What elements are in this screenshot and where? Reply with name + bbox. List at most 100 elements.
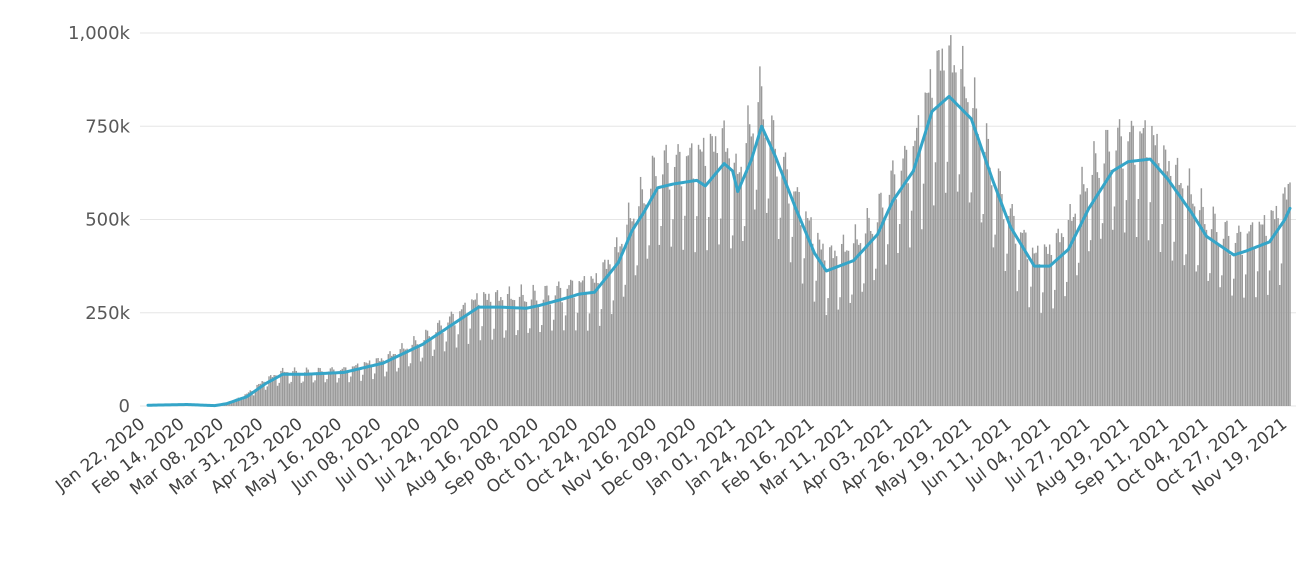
daily-bar [989,167,991,406]
daily-bar [455,347,458,406]
daily-bar [740,166,742,406]
daily-bar [558,281,560,406]
daily-bar [1244,274,1247,406]
daily-bar [975,108,978,407]
daily-bar [1265,235,1267,406]
daily-bar [1279,285,1281,406]
daily-bar [842,234,845,406]
daily-bar [776,176,778,406]
daily-bar [617,252,620,406]
daily-bar [861,291,863,406]
daily-bar [641,189,644,406]
y-tick-label: 0 [119,396,130,417]
daily-bar [745,143,747,406]
daily-bar [1226,220,1228,406]
daily-bar [893,174,896,406]
daily-bar [885,264,887,406]
daily-bar [718,244,720,406]
daily-bar [372,379,374,406]
daily-bar [1125,200,1128,406]
daily-bar [1255,297,1257,406]
daily-bar [950,35,952,406]
daily-bar [612,300,615,406]
daily-bar [728,158,730,406]
daily-bar [823,260,826,406]
daily-bar [1197,265,1199,406]
daily-bar [334,373,337,406]
daily-bar [1284,187,1286,406]
daily-bar [1096,172,1099,406]
daily-bar [1161,224,1163,406]
daily-bar [1117,127,1119,406]
daily-bar [1093,141,1095,407]
daily-bar [1163,145,1165,407]
daily-bar [295,370,298,406]
daily-bar [813,301,816,406]
daily-bar [430,339,432,406]
y-tick-label: 750k [85,116,130,137]
daily-bar [651,155,654,406]
daily-bar [249,390,251,406]
daily-bar [846,250,848,406]
daily-bar [283,371,286,406]
daily-bar [650,188,652,406]
daily-bar [597,283,599,406]
daily-bar [1204,224,1206,406]
daily-bar [1198,210,1201,406]
daily-bar [341,368,344,406]
daily-bar [476,293,478,406]
daily-bar [858,244,860,406]
daily-bar [460,309,463,406]
daily-bar [1217,243,1220,406]
daily-bar [692,178,695,406]
daily-bar [275,375,277,406]
daily-bar [564,315,567,406]
y-tick-label: 250k [85,303,130,324]
daily-bar [377,358,379,406]
daily-bar [1134,164,1136,406]
daily-bar [1233,278,1235,406]
daily-bar [356,363,359,406]
daily-bar [391,355,393,406]
daily-bar [1009,208,1012,406]
daily-bar [616,237,618,406]
daily-bar [808,220,811,406]
daily-bar [1219,287,1221,406]
daily-bar [500,297,502,406]
daily-bar [305,367,308,406]
daily-bar [847,250,850,406]
daily-bar [1088,251,1090,406]
daily-bar [1195,271,1197,406]
daily-bar [588,313,591,406]
daily-bar [956,191,959,406]
daily-bar [1103,163,1105,406]
daily-bar [979,142,981,406]
daily-bar [435,332,437,406]
daily-bar [723,120,725,407]
daily-bar [483,292,485,406]
daily-bar [1212,206,1215,406]
daily-bar [691,143,693,406]
daily-bar [477,304,480,406]
daily-bar [1021,232,1024,406]
daily-bar [714,136,717,406]
daily-bar [725,151,727,406]
daily-bar [343,367,345,406]
daily-bar [590,276,592,406]
daily-bar [263,381,265,406]
daily-bar [1175,164,1177,406]
daily-bar [518,296,521,406]
daily-bar [696,216,698,406]
daily-bar [970,192,972,406]
daily-bar [479,340,482,406]
daily-bar [1164,149,1167,406]
daily-bar [350,376,352,406]
x-axis-ticks: Jan 22, 2020 Feb 14, 2020 Mar 08, 2020 M… [51,414,1291,501]
daily-bar [1272,210,1274,406]
daily-bar [1013,215,1015,406]
daily-bar [1018,269,1020,406]
daily-bar [329,368,332,406]
daily-bar [551,330,553,406]
daily-bar [1176,157,1179,406]
daily-bar [355,365,357,406]
